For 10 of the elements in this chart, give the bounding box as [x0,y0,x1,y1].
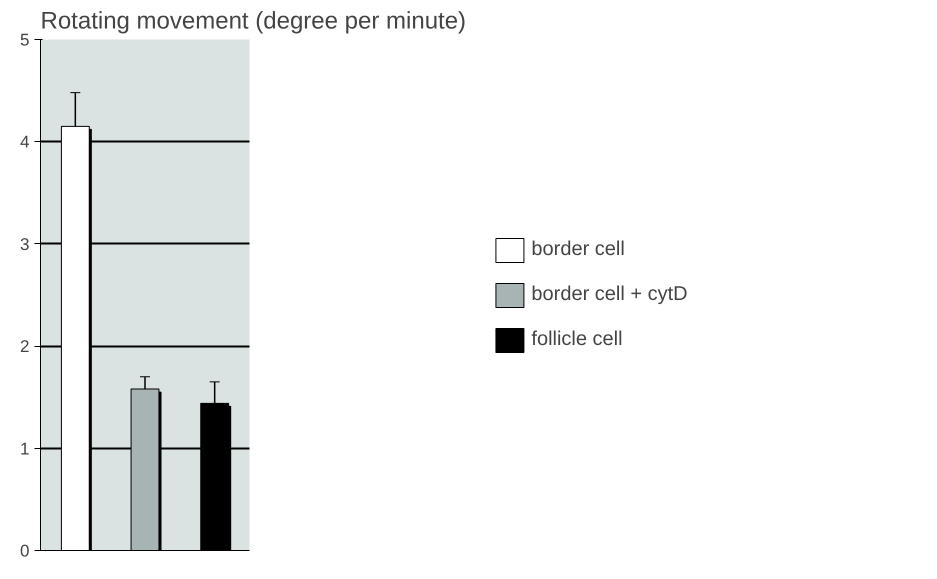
y-tick-label: 5 [20,30,30,50]
legend-label: follicle cell [531,328,623,351]
y-tick-label: 1 [20,439,30,458]
y-tick-label: 4 [20,132,30,152]
y-tick-label: 3 [20,234,30,254]
legend-label: border cell [531,238,625,261]
y-tick-label: 2 [20,337,30,356]
chart-title: Rotating movement (degree per minute) [40,8,466,34]
y-tick-label: 0 [20,542,30,560]
legend-label: border cell + cytD [531,283,688,306]
